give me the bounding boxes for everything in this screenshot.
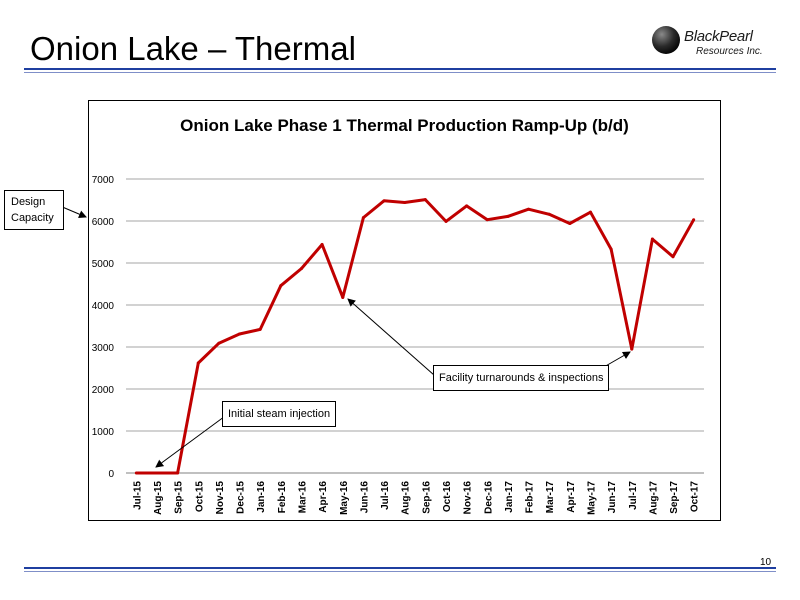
x-tick-label: Sep-16: [421, 481, 432, 514]
data-point: [279, 284, 283, 288]
x-tick-label: Mar-16: [297, 481, 308, 514]
y-tick-label: 5000: [92, 259, 115, 270]
data-point: [650, 237, 654, 241]
footer-rule: [24, 567, 776, 569]
x-tick-label: Dec-16: [483, 481, 494, 514]
steam-injection-arrow: [155, 410, 233, 468]
facility-arrow-may16: [347, 298, 435, 376]
data-point: [217, 341, 221, 345]
x-tick-label: Jun-17: [607, 481, 618, 514]
logo-name: BlackPearl: [684, 28, 753, 45]
x-tick-label: Jul-15: [132, 481, 143, 510]
x-tick-label: Jun-16: [359, 481, 370, 514]
x-tick-label: Apr-16: [318, 481, 329, 513]
x-tick-label: Jan-17: [504, 481, 515, 513]
x-tick-label: Aug-16: [401, 481, 412, 515]
x-tick-label: Oct-17: [690, 481, 701, 513]
logo-subtitle: Resources Inc.: [696, 46, 763, 57]
y-tick-label: 0: [108, 469, 114, 480]
data-point: [382, 199, 386, 203]
x-tick-label: Sep-15: [174, 481, 185, 514]
x-tick-label: Oct-16: [442, 481, 453, 513]
y-tick-label: 2000: [92, 385, 115, 396]
y-tick-label: 7000: [92, 175, 115, 186]
y-tick-label: 4000: [92, 301, 115, 312]
x-tick-label: Feb-16: [277, 481, 288, 514]
title-rule: [24, 68, 776, 70]
design-capacity-arrow: [59, 205, 87, 218]
y-tick-label: 3000: [92, 343, 115, 354]
data-point: [485, 218, 489, 222]
x-tick-label: Mar-17: [545, 481, 556, 514]
data-point: [341, 295, 345, 299]
x-tick-label: Nov-15: [215, 481, 226, 515]
y-tick-label: 1000: [92, 427, 115, 438]
x-tick-label: Aug-15: [153, 481, 164, 515]
data-point: [444, 219, 448, 223]
data-point: [547, 212, 551, 216]
data-point: [527, 207, 531, 211]
data-point: [609, 247, 613, 251]
x-tick-label: Sep-17: [669, 481, 680, 514]
series-line: [136, 198, 696, 475]
data-point: [588, 210, 592, 214]
page-number: 10: [760, 557, 772, 568]
y-tick-label: 6000: [92, 217, 115, 228]
x-tick-label: Dec-15: [236, 481, 247, 514]
data-point: [671, 255, 675, 259]
data-point: [506, 214, 510, 218]
x-tick-label: Oct-15: [194, 481, 205, 513]
chart-frame: [88, 100, 721, 521]
data-point: [176, 471, 180, 475]
data-point: [320, 243, 324, 247]
data-point: [196, 361, 200, 365]
data-point: [568, 222, 572, 226]
data-point: [423, 198, 427, 202]
x-tick-label: Feb-17: [525, 481, 536, 514]
data-point: [299, 266, 303, 270]
title-rule-thin: [24, 72, 776, 73]
data-point: [238, 332, 242, 336]
slide-title: Onion Lake – Thermal: [30, 30, 356, 67]
x-tick-label: Apr-17: [566, 481, 577, 513]
company-logo: BlackPearl Resources Inc.: [652, 22, 777, 66]
x-tick-label: Jan-16: [256, 481, 267, 513]
chart-title: Onion Lake Phase 1 Thermal Production Ra…: [180, 116, 629, 135]
footer-rule-thin: [24, 571, 776, 572]
x-tick-label: Jul-16: [380, 481, 391, 510]
pearl-icon: [652, 26, 680, 54]
data-point: [465, 204, 469, 208]
data-point: [361, 216, 365, 220]
data-point: [403, 201, 407, 205]
data-point: [258, 327, 262, 331]
x-tick-label: Aug-17: [648, 481, 659, 515]
x-tick-label: Jul-17: [628, 481, 639, 510]
data-point: [630, 347, 634, 351]
design-capacity-label: Design Capacity: [4, 190, 64, 230]
x-tick-label: May-16: [339, 481, 350, 515]
steam-injection-label: Initial steam injection: [222, 401, 337, 427]
x-tick-label: Nov-16: [463, 481, 474, 515]
data-point: [134, 471, 138, 475]
data-point: [692, 218, 696, 222]
facility-turnaround-label: Facility turnarounds & inspections: [433, 365, 610, 391]
data-point: [155, 471, 159, 475]
x-tick-label: May-17: [586, 481, 597, 515]
